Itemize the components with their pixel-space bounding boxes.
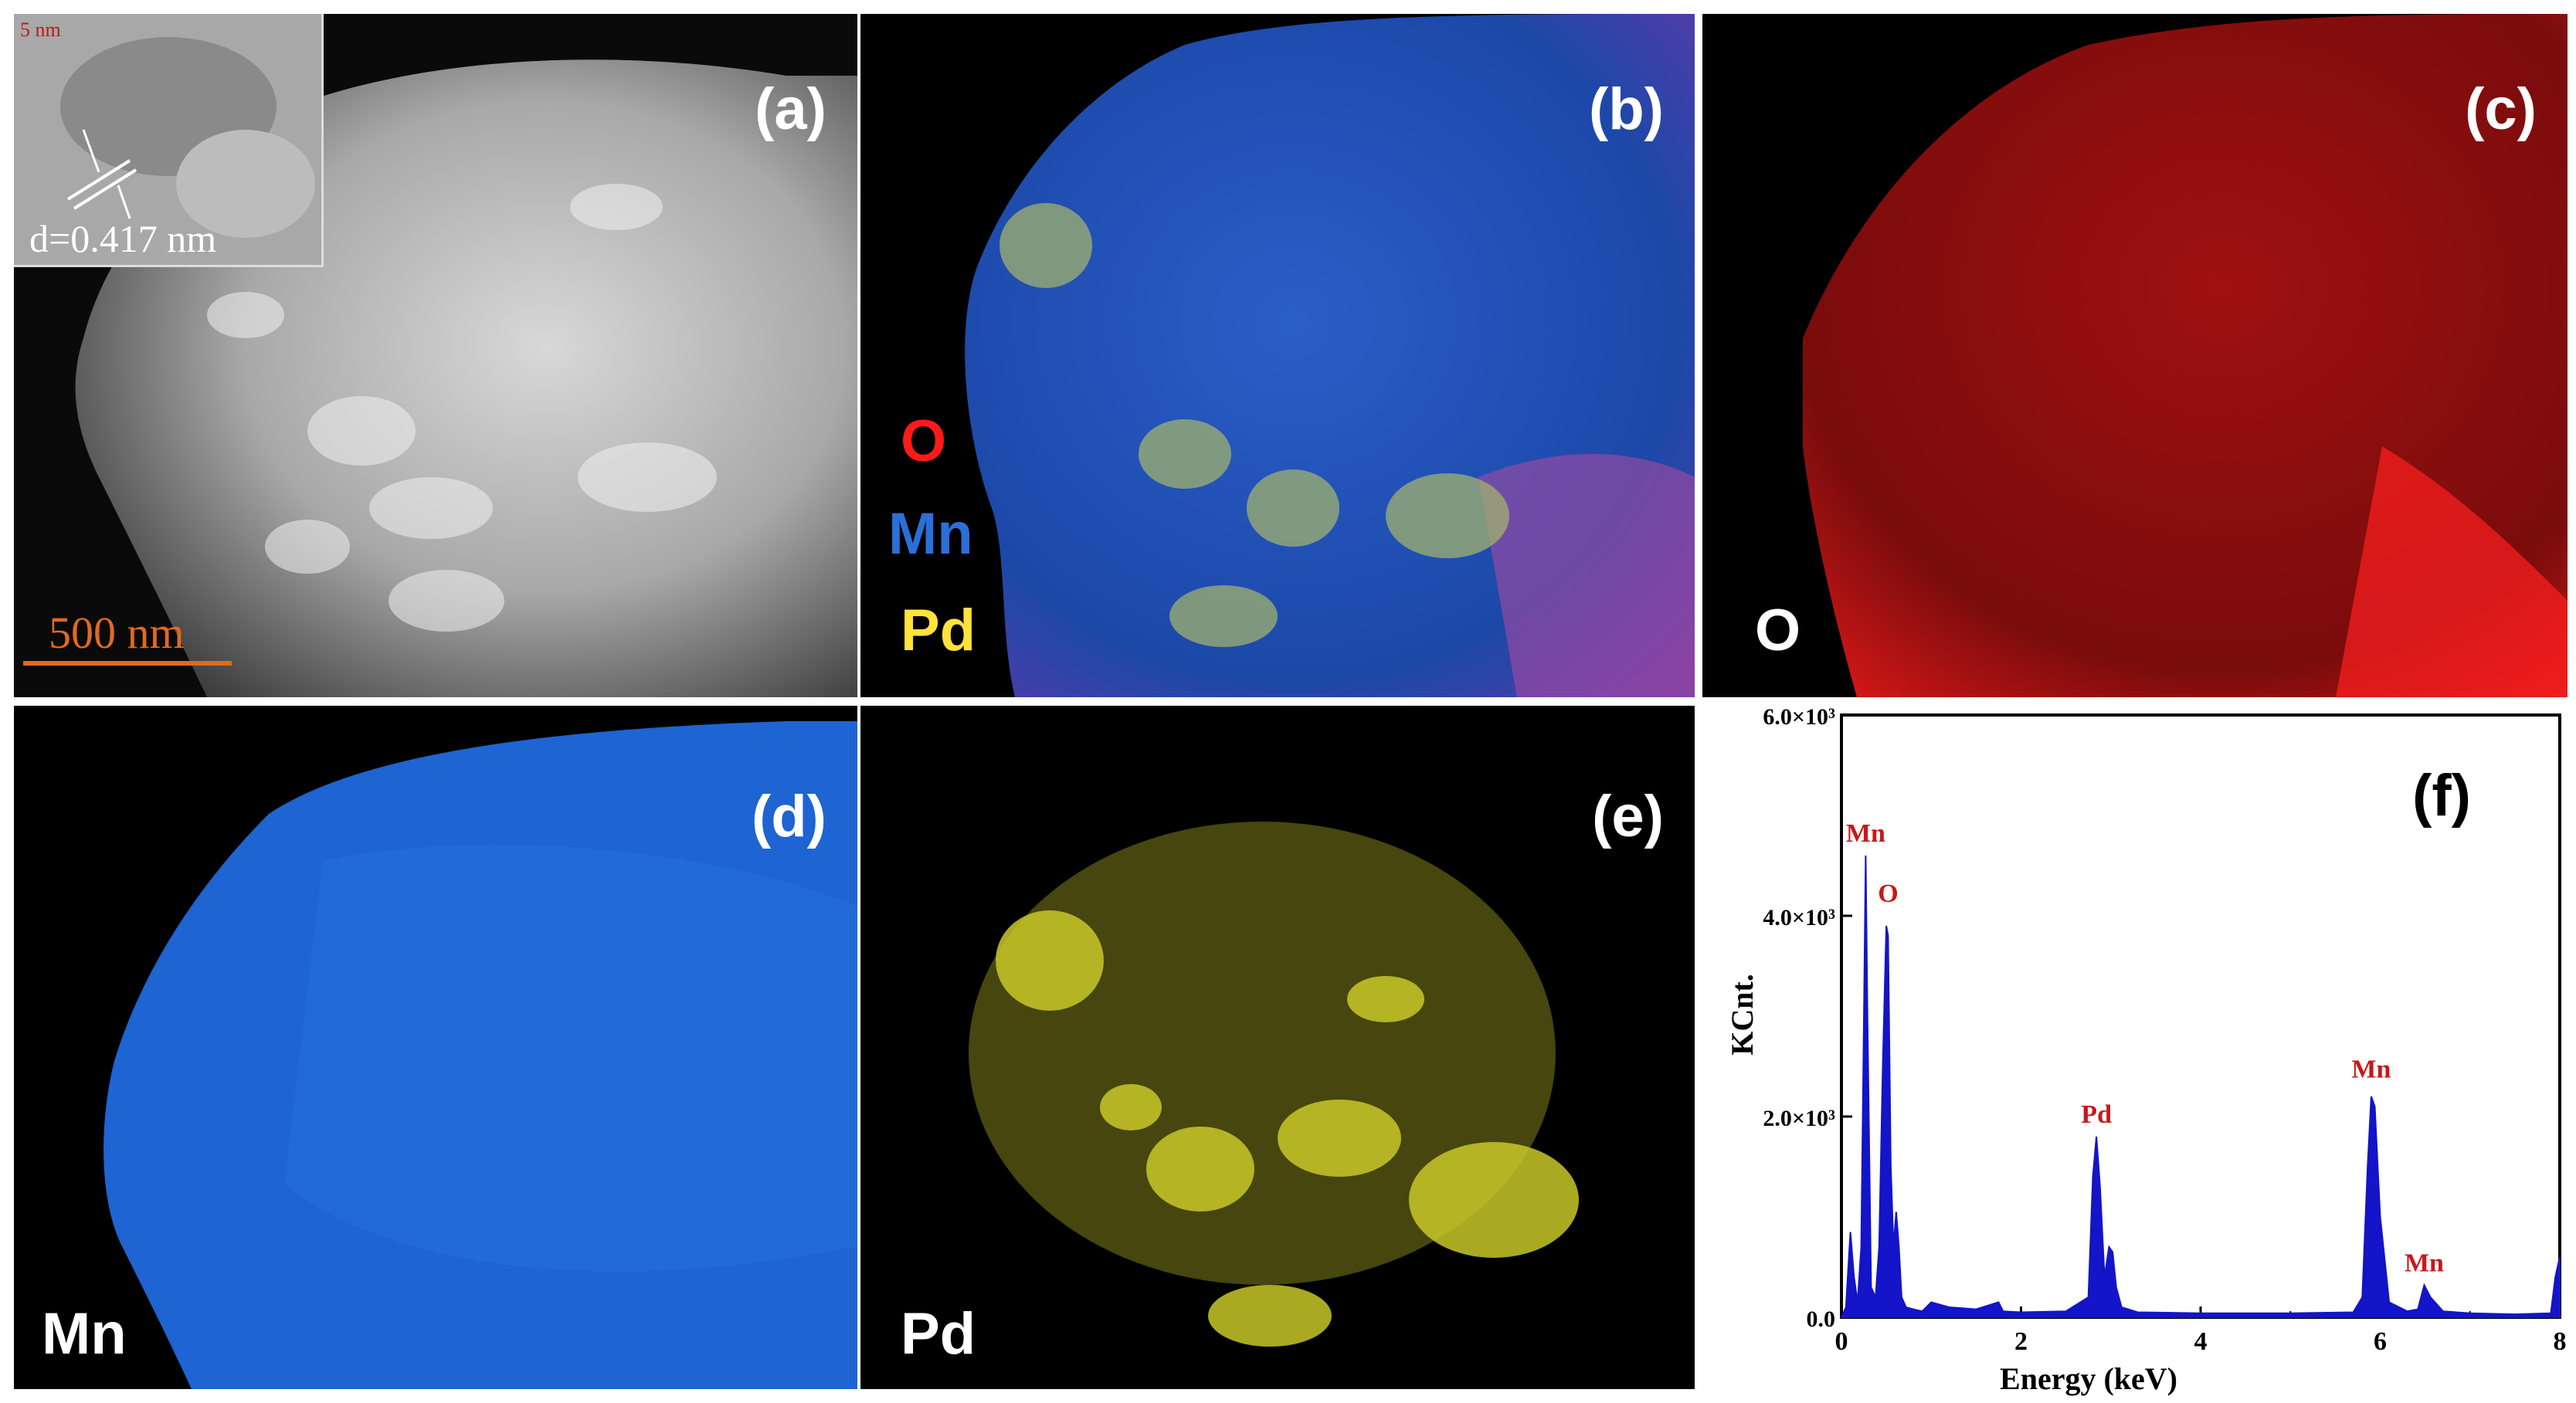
x-tick-label: 8 [2554, 1327, 2567, 1356]
legend-o: O [901, 408, 947, 474]
scalebar-label: 500 nm [49, 608, 185, 658]
panel-f-eds-spectrum: 0.0 2.0×10³ 4.0×10³ 6.0×10³ 0 2 4 6 8 Mn O Pd Mn Mn… [1702, 706, 2571, 1397]
element-label-pd: Pd [901, 1301, 976, 1367]
lattice-fringe-marker [60, 37, 315, 238]
peak-label: Mn [2405, 1249, 2444, 1277]
peak-label: Mn [1846, 819, 1885, 848]
x-tick-label: 4 [2194, 1327, 2208, 1356]
x-tick-label: 2 [2014, 1327, 2028, 1356]
y-tick-label: 4.0×10³ [1763, 905, 1835, 930]
peak-label: Mn [2351, 1056, 2391, 1084]
panel-label-f: (f) [2412, 763, 2471, 829]
x-tick-label: 0 [1835, 1327, 1848, 1356]
eds-spectrum-series [1840, 855, 2561, 1318]
inset-scale-label: 5 nm [20, 19, 61, 41]
scalebar [23, 661, 232, 666]
pd-map-image [860, 706, 1695, 1389]
panel-b-overlay-map: (b) O Mn Pd [860, 14, 1695, 697]
element-label-o: O [1755, 598, 1801, 663]
panel-label-e: (e) [1592, 784, 1664, 849]
panel-label-a: (a) [755, 76, 826, 142]
panel-a-haadf-image: 5 nm d=0.417 nm (a) 500 nm [14, 14, 857, 697]
y-tick-label: 0.0 [1807, 1306, 1836, 1332]
overlay-map-image [860, 14, 1695, 697]
panel-label-d: (d) [751, 784, 826, 849]
mn-map-image [14, 706, 857, 1389]
y-tick-label: 2.0×10³ [1763, 1106, 1835, 1131]
x-tick-label: 6 [2374, 1327, 2387, 1356]
lattice-spacing-label: d=0.417 nm [29, 217, 217, 260]
panel-label-c: (c) [2465, 76, 2537, 142]
panel-label-b: (b) [1588, 76, 1664, 142]
panel-c-o-map: (c) O [1702, 14, 2568, 697]
eds-chart: 0.0 2.0×10³ 4.0×10³ 6.0×10³ 0 2 4 6 8 Mn O Pd Mn Mn… [1725, 706, 2567, 1396]
hrtem-inset: 5 nm d=0.417 nm [14, 14, 324, 267]
legend-mn: Mn [888, 501, 973, 567]
y-axis-label: KCnt. [1725, 974, 1760, 1056]
haadf-micrograph [14, 14, 857, 697]
o-map-image [1702, 14, 2568, 697]
panel-d-mn-map: (d) Mn [14, 706, 857, 1389]
element-label-mn: Mn [42, 1301, 127, 1367]
panel-e-pd-map: (e) Pd [860, 706, 1695, 1389]
peak-label: O [1878, 879, 1898, 908]
x-axis-label: Energy (keV) [2000, 1361, 2177, 1396]
y-tick-label: 6.0×10³ [1763, 706, 1835, 730]
legend-pd: Pd [901, 598, 976, 663]
peak-label: Pd [2081, 1100, 2112, 1129]
